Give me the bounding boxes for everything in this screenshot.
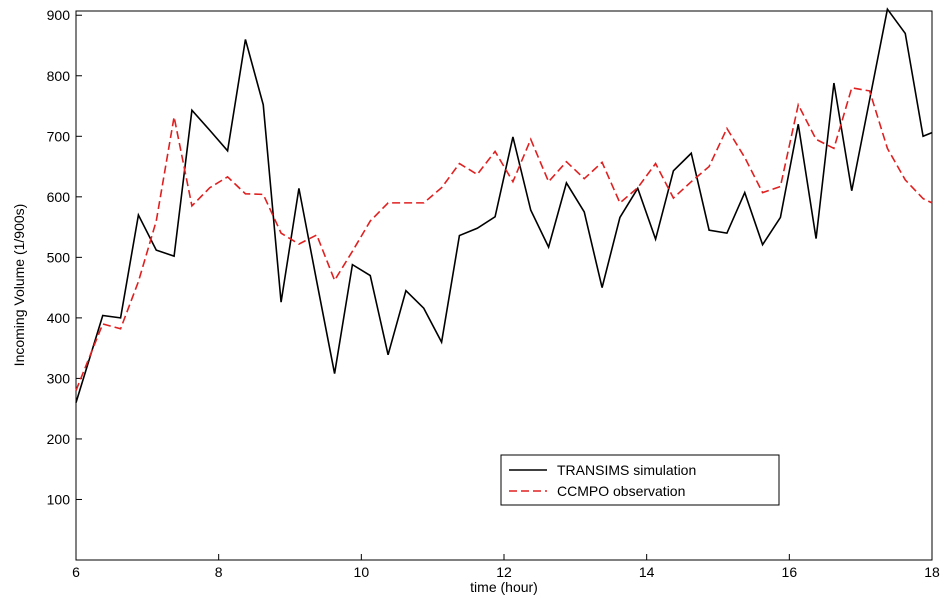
y-tick-label: 200 bbox=[47, 431, 71, 447]
series-line bbox=[75, 86, 933, 391]
y-tick-label: 900 bbox=[47, 7, 71, 23]
y-tick-label: 300 bbox=[47, 370, 71, 386]
x-tick-label: 14 bbox=[639, 564, 655, 580]
legend-box bbox=[500, 454, 780, 506]
y-tick-label: 600 bbox=[47, 189, 71, 205]
y-axis-label: Incoming Volume (1/900s) bbox=[11, 204, 27, 367]
x-tick-label: 18 bbox=[924, 564, 940, 580]
y-tick-label: 700 bbox=[47, 128, 71, 144]
x-tick-label: 12 bbox=[496, 564, 512, 580]
x-axis-label: time (hour) bbox=[470, 579, 538, 595]
y-tick-label: 500 bbox=[47, 249, 71, 265]
legend-label: CCMPO observation bbox=[557, 483, 685, 499]
x-tick-label: 6 bbox=[72, 564, 80, 580]
x-tick-label: 8 bbox=[215, 564, 223, 580]
series-line bbox=[75, 7, 933, 403]
legend-label: TRANSIMS simulation bbox=[557, 462, 696, 478]
x-tick-label: 16 bbox=[782, 564, 798, 580]
y-tick-label: 400 bbox=[47, 310, 71, 326]
y-tick-label: 100 bbox=[47, 491, 71, 507]
x-tick-label: 10 bbox=[354, 564, 370, 580]
y-tick-label: 800 bbox=[47, 68, 71, 84]
